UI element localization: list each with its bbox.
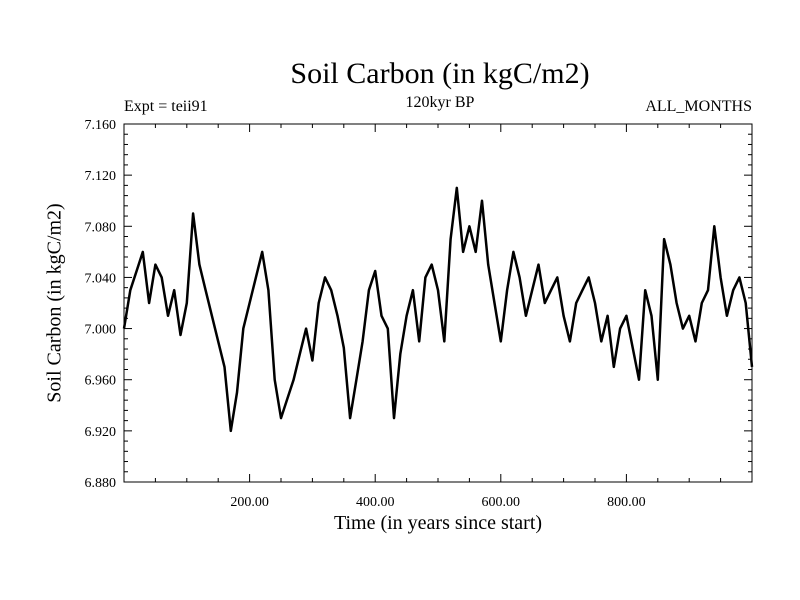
x-tick-label: 800.00 bbox=[607, 495, 646, 510]
y-tick-label: 6.960 bbox=[85, 374, 117, 389]
y-tick-label: 7.120 bbox=[85, 169, 117, 184]
y-tick-label: 7.000 bbox=[85, 323, 117, 338]
y-tick-label: 7.080 bbox=[85, 220, 117, 235]
y-axis-ticks: 6.880 6.920 6.960 7.000 7.040 7.080 7.120 7.160 bbox=[85, 118, 752, 491]
months-label: ALL_MONTHS bbox=[645, 98, 752, 115]
y-tick-label: 6.880 bbox=[85, 476, 117, 491]
x-tick-label: 200.00 bbox=[230, 495, 269, 510]
x-tick-label: 600.00 bbox=[482, 495, 521, 510]
chart-title: Soil Carbon (in kgC/m2) bbox=[290, 57, 590, 90]
period-label: 120kyr BP bbox=[405, 94, 475, 111]
y-tick-label: 7.040 bbox=[85, 271, 117, 286]
series-group bbox=[122, 186, 754, 433]
soil-carbon-line bbox=[122, 186, 754, 433]
plot-frame bbox=[123, 123, 753, 483]
x-tick-label: 400.00 bbox=[356, 495, 395, 510]
y-tick-label: 6.920 bbox=[85, 425, 117, 440]
x-axis-ticks: 200.00 400.00 600.00 800.00 bbox=[123, 124, 753, 510]
experiment-label: Expt = teii91 bbox=[124, 98, 208, 115]
x-axis-label: Time (in years since start) bbox=[333, 512, 543, 534]
y-tick-label: 7.160 bbox=[85, 118, 117, 133]
